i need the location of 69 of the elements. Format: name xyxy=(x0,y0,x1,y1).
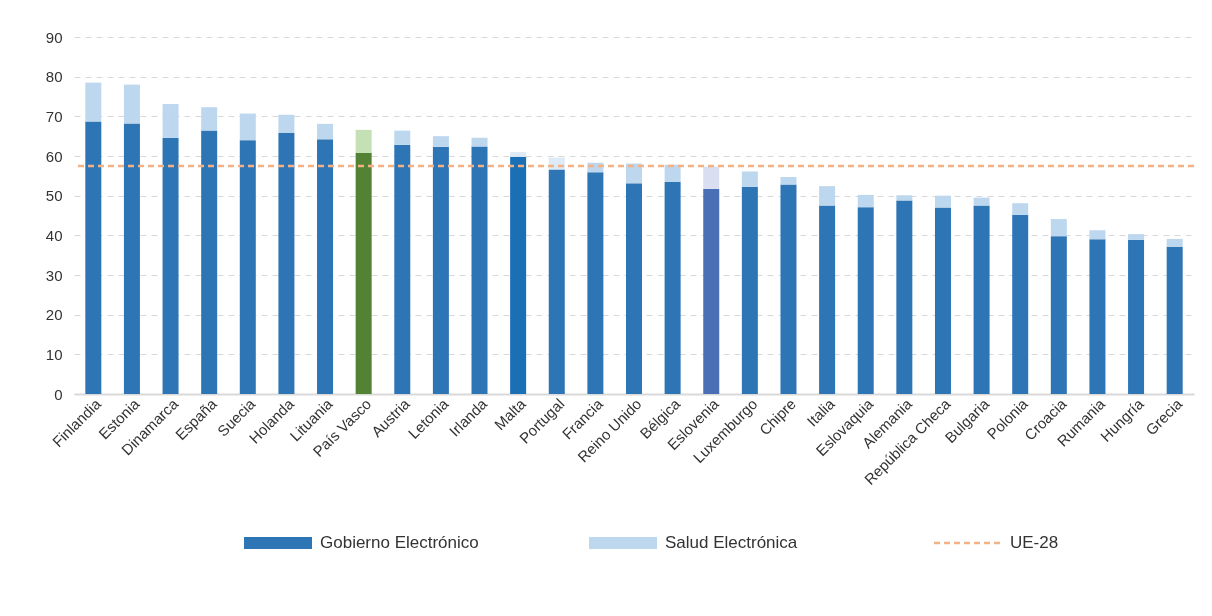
bar xyxy=(162,137,179,394)
bar xyxy=(896,195,913,201)
bar xyxy=(471,146,488,394)
bar xyxy=(278,132,295,394)
y-tick-label: 80 xyxy=(45,68,63,86)
bar xyxy=(857,207,874,394)
bar xyxy=(587,172,604,394)
bar xyxy=(703,166,720,189)
bar xyxy=(664,164,681,182)
bar xyxy=(819,205,836,394)
y-tick-label: 20 xyxy=(45,306,63,324)
bar xyxy=(1128,239,1145,394)
bar xyxy=(355,152,372,394)
legend-label: Gobierno Electrónico xyxy=(320,533,479,552)
bar xyxy=(432,136,449,147)
bar xyxy=(1128,234,1145,240)
y-tick-label: 30 xyxy=(45,266,63,284)
bar xyxy=(934,195,951,208)
bar xyxy=(85,121,102,394)
bar xyxy=(85,82,102,122)
bar xyxy=(201,107,218,131)
bar xyxy=(278,114,295,133)
bar xyxy=(123,84,140,124)
y-tick-label: 90 xyxy=(45,28,63,46)
bar xyxy=(1089,230,1106,240)
y-tick-label: 10 xyxy=(45,345,63,363)
bar xyxy=(1012,214,1029,394)
bar xyxy=(973,205,990,394)
bar xyxy=(394,130,411,145)
legend-label: UE-28 xyxy=(1010,533,1059,552)
bar xyxy=(1089,239,1106,394)
bar xyxy=(548,169,565,394)
bar xyxy=(741,186,758,394)
bar xyxy=(626,183,642,394)
bar xyxy=(780,177,797,185)
bar xyxy=(1166,238,1183,247)
bar xyxy=(857,194,874,208)
bar xyxy=(510,156,527,394)
bar xyxy=(1050,219,1067,237)
y-tick-label: 40 xyxy=(45,226,63,244)
y-tick-label: 0 xyxy=(54,385,63,403)
y-tick-label: 60 xyxy=(45,147,63,165)
bar xyxy=(626,163,642,184)
bar xyxy=(973,197,990,206)
y-tick-label: 70 xyxy=(45,107,63,125)
bar xyxy=(1050,236,1067,394)
bar xyxy=(239,113,256,141)
bar xyxy=(934,207,951,394)
bar xyxy=(394,144,411,394)
bar xyxy=(1012,203,1029,215)
bar xyxy=(432,146,449,394)
bar xyxy=(471,137,488,147)
bar xyxy=(162,104,179,138)
bar xyxy=(239,140,256,394)
bar xyxy=(819,186,836,206)
bar xyxy=(780,184,797,394)
bar xyxy=(703,188,720,394)
bar xyxy=(317,139,334,394)
bar xyxy=(201,130,218,394)
bar xyxy=(741,171,758,187)
bar xyxy=(355,129,372,153)
y-tick-label: 50 xyxy=(45,187,63,205)
bar xyxy=(896,200,913,394)
bar xyxy=(1166,246,1183,394)
bar xyxy=(510,152,527,157)
bar xyxy=(123,123,140,394)
bar xyxy=(664,181,681,394)
bar xyxy=(317,123,334,140)
legend-label: Salud Electrónica xyxy=(665,533,798,552)
